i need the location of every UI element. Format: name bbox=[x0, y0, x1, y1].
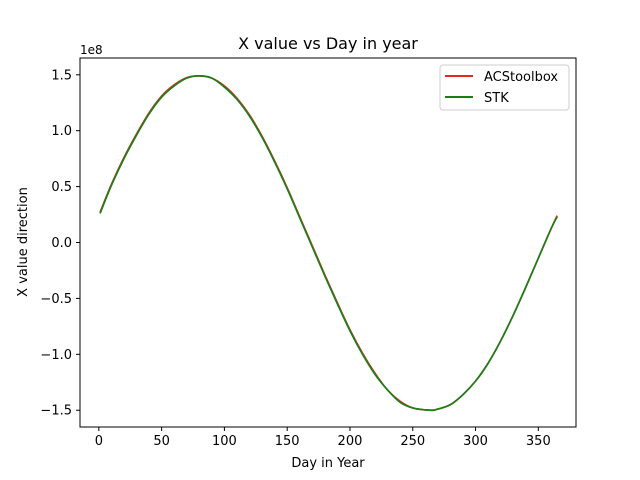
x-tick-label: 150 bbox=[275, 434, 300, 449]
y-axis-label: X value direction bbox=[16, 187, 31, 297]
legend-label-acstoolbox: ACStoolbox bbox=[484, 70, 558, 85]
x-tick-label: 350 bbox=[526, 434, 551, 449]
legend-label-stk: STK bbox=[484, 91, 509, 106]
y-tick-label: 1.5 bbox=[51, 68, 72, 83]
x-axis-label: Day in Year bbox=[291, 456, 365, 471]
chart-title: X value vs Day in year bbox=[238, 34, 418, 53]
x-tick-label: 50 bbox=[153, 434, 170, 449]
y-tick-label: 0.5 bbox=[51, 180, 72, 195]
x-tick-label: 200 bbox=[338, 434, 363, 449]
y-axis-ticks: −1.5 −1.0 −0.5 0.0 0.5 1.0 1.5 bbox=[40, 68, 80, 419]
y-tick-label: 0.0 bbox=[51, 236, 72, 251]
y-axis-offset-label: 1e8 bbox=[80, 43, 103, 57]
x-axis-ticks: 0 50 100 150 200 250 300 350 bbox=[95, 427, 551, 449]
x-tick-label: 0 bbox=[95, 434, 103, 449]
y-tick-label: −0.5 bbox=[40, 292, 72, 307]
x-tick-label: 300 bbox=[463, 434, 488, 449]
y-tick-label: −1.5 bbox=[40, 404, 72, 419]
y-tick-label: −1.0 bbox=[40, 348, 72, 363]
x-tick-label: 250 bbox=[400, 434, 425, 449]
legend: ACStoolbox STK bbox=[439, 64, 570, 111]
axes-frame bbox=[79, 57, 577, 428]
x-tick-label: 100 bbox=[212, 434, 237, 449]
y-tick-label: 1.0 bbox=[51, 124, 72, 139]
series-line-stk bbox=[99, 75, 558, 412]
plot-lines bbox=[99, 75, 558, 412]
